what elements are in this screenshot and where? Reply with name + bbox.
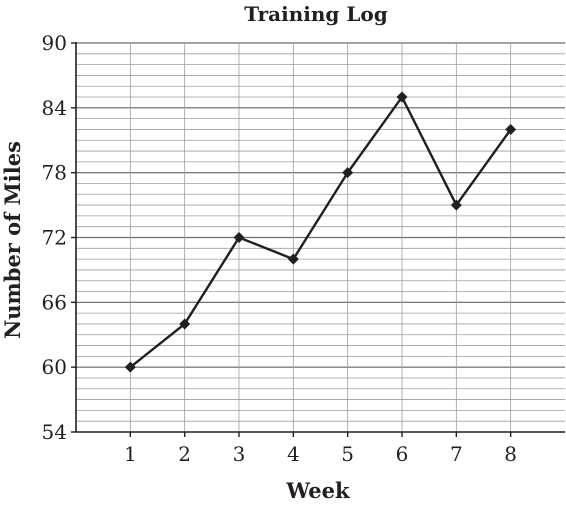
x-tick-label: 2 <box>178 442 191 466</box>
y-tick-labels: 54 60 66 72 78 84 90 <box>42 31 67 444</box>
data-point-marker <box>450 199 462 211</box>
x-tick-label: 3 <box>233 442 246 466</box>
y-tick-label: 66 <box>42 290 67 314</box>
y-tick-label: 54 <box>42 420 67 444</box>
data-point-marker <box>287 253 299 265</box>
x-tick-label: 1 <box>124 442 137 466</box>
data-point-marker <box>233 232 245 243</box>
x-tick-labels: 1 2 3 4 5 6 7 8 <box>124 442 517 466</box>
x-tick-label: 8 <box>504 442 517 466</box>
x-tick-label: 5 <box>341 442 354 466</box>
chart-title: Training Log <box>244 2 388 26</box>
data-point-marker <box>179 318 191 330</box>
y-tick-label: 84 <box>42 96 67 120</box>
x-tick-label: 4 <box>287 442 300 466</box>
y-tick-label: 60 <box>42 355 67 379</box>
y-tick-label: 78 <box>42 161 67 185</box>
data-point-marker <box>505 123 517 135</box>
axes <box>71 42 565 437</box>
series <box>124 91 517 373</box>
data-point-marker <box>342 167 354 179</box>
x-tick-label: 7 <box>450 442 463 466</box>
y-tick-label: 72 <box>42 226 67 250</box>
data-point-marker <box>124 361 136 373</box>
series-line <box>129 94 512 369</box>
y-tick-label: 90 <box>42 31 67 55</box>
data-point-marker <box>396 91 408 103</box>
x-axis-title: Week <box>285 478 350 503</box>
y-axis-title: Number of Miles <box>0 141 25 339</box>
major-grid <box>76 42 565 432</box>
x-tick-label: 6 <box>396 442 409 466</box>
